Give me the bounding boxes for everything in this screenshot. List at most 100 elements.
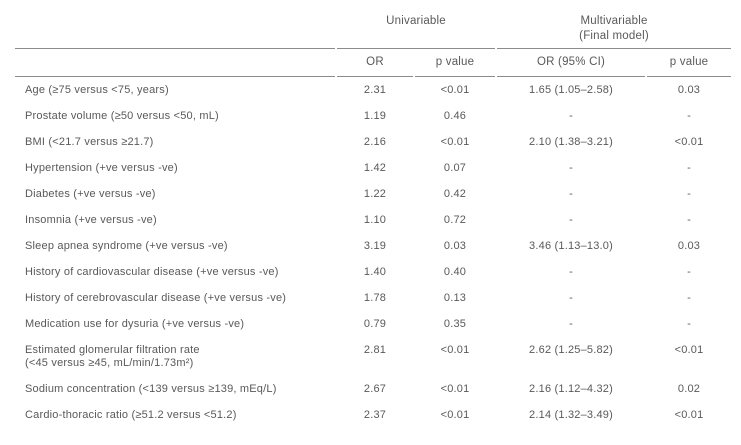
row-label: Sodium concentration (<139 versus ≥139, … xyxy=(15,376,335,402)
univariable-or-value: 1.10 xyxy=(363,213,387,226)
multivariable-pvalue: 0.03 xyxy=(677,83,701,96)
multivariable-pvalue: 0.02 xyxy=(677,382,701,395)
or-ci-column-header: OR (95% CI) xyxy=(497,49,646,77)
row-label-line1: Age (≥75 versus <75, years) xyxy=(25,83,169,96)
table-row: Age (≥75 versus <75, years) 2.31 <0.01 1.65… xyxy=(15,77,731,103)
univariable-pvalue: 0.35 xyxy=(443,317,467,330)
row-label: Sleep apnea syndrome (+ve versus -ve) xyxy=(15,233,335,259)
row-label-line1: Sodium concentration (<139 versus ≥139, … xyxy=(25,382,277,395)
multivariable-label: Multivariable xyxy=(580,15,648,27)
table-row: BMI (<21.7 versus ≥21.7) 2.16 <0.01 2.10 (1… xyxy=(15,129,731,155)
univariable-or-value: 2.31 xyxy=(363,83,387,96)
row-label: Age (≥75 versus <75, years) xyxy=(15,77,335,103)
row-label: Medication use for dysuria (+ve versus -… xyxy=(15,311,335,337)
regression-table-container: Univariable Multivariable (Final model) … xyxy=(13,8,733,428)
table-row: History of cerebrovascular disease (+ve … xyxy=(15,285,731,311)
row-label-line1: Insomnia (+ve versus -ve) xyxy=(25,213,157,226)
row-label-line2: (<45 versus ≥45, mL/min/1.73m²) xyxy=(25,356,194,369)
multivariable-or-ci-value: - xyxy=(569,291,573,304)
univariable-pvalue: 0.40 xyxy=(443,265,467,278)
multivariable-pvalue: - xyxy=(687,317,691,330)
univariable-pvalue: 0.42 xyxy=(443,187,467,200)
multivariable-or-ci-value: - xyxy=(569,109,573,122)
group-header-multivariable: Multivariable (Final model) xyxy=(497,8,732,49)
table-row: Hypertension (+ve versus -ve) 1.42 0.07 - - xyxy=(15,155,731,181)
univariable-or-value: 0.79 xyxy=(363,317,387,330)
univariable-pvalue: <0.01 xyxy=(440,408,470,421)
row-label-line1: History of cerebrovascular disease (+ve … xyxy=(25,291,287,304)
row-label-line1: Medication use for dysuria (+ve versus -… xyxy=(25,317,245,330)
row-label: Diabetes (+ve versus -ve) xyxy=(15,181,335,207)
multivariable-sublabel: (Final model) xyxy=(579,30,649,42)
table-row: Diabetes (+ve versus -ve) 1.22 0.42 - - xyxy=(15,181,731,207)
univariable-label: Univariable xyxy=(386,15,446,27)
row-label: Insomnia (+ve versus -ve) xyxy=(15,207,335,233)
univariable-pvalue: 0.13 xyxy=(443,291,467,304)
table-row: Medication use for dysuria (+ve versus -… xyxy=(15,311,731,337)
multivariable-or-ci-value: 2.14 (1.32–3.49) xyxy=(529,408,613,421)
row-label-line1: BMI (<21.7 versus ≥21.7) xyxy=(25,135,154,148)
univariable-or-value: 2.16 xyxy=(363,135,387,148)
multivariable-pvalue: - xyxy=(687,213,691,226)
row-label: Prostate volume (≥50 versus <50, mL) xyxy=(15,103,335,129)
row-label-line1: History of cardiovascular disease (+ve v… xyxy=(25,265,279,278)
univariable-or-value: 1.19 xyxy=(363,109,387,122)
univariable-or-value: 2.81 xyxy=(363,343,387,356)
multivariable-or-ci-value: - xyxy=(569,213,573,226)
univariable-or-value: 1.22 xyxy=(363,187,387,200)
multivariable-pvalue: - xyxy=(687,265,691,278)
regression-analysis-table: Univariable Multivariable (Final model) … xyxy=(13,8,733,428)
univariable-pvalue: <0.01 xyxy=(440,135,470,148)
row-label-line1: Cardio-thoracic ratio (≥51.2 versus <51.… xyxy=(25,408,237,421)
row-label: BMI (<21.7 versus ≥21.7) xyxy=(15,129,335,155)
multivariable-pvalue: 0.03 xyxy=(677,239,701,252)
column-header-row: OR p value OR (95% CI) p value xyxy=(15,49,732,77)
row-label-line1: Estimated glomerular filtration rate xyxy=(25,343,200,356)
multivariable-pvalue: - xyxy=(687,109,691,122)
multivariable-or-ci-value: - xyxy=(569,265,573,278)
univariable-or-value: 2.37 xyxy=(363,408,387,421)
pvalue-column-header-univariable: p value xyxy=(415,49,496,77)
corner-cell xyxy=(15,8,335,49)
table-row: Estimated glomerular filtration rate (<45… xyxy=(15,337,731,376)
univariable-pvalue: <0.01 xyxy=(440,382,470,395)
univariable-pvalue: <0.01 xyxy=(440,83,470,96)
table-row: Sodium concentration (<139 versus ≥139, … xyxy=(15,376,731,402)
or-column-header: OR xyxy=(337,49,413,77)
table-row: Sleep apnea syndrome (+ve versus -ve) 3.1… xyxy=(15,233,731,259)
multivariable-pvalue: - xyxy=(687,187,691,200)
univariable-pvalue: 0.46 xyxy=(443,109,467,122)
row-label-line1: Sleep apnea syndrome (+ve versus -ve) xyxy=(25,239,228,252)
table-row: Cardio-thoracic ratio (≥51.2 versus <51.… xyxy=(15,402,731,428)
multivariable-pvalue: <0.01 xyxy=(674,135,704,148)
univariable-or-value: 1.42 xyxy=(363,161,387,174)
row-label: Estimated glomerular filtration rate (<45… xyxy=(15,337,335,376)
univariable-pvalue: 0.07 xyxy=(443,161,467,174)
row-label: Cardio-thoracic ratio (≥51.2 versus <51.… xyxy=(15,402,335,428)
table-row: Insomnia (+ve versus -ve) 1.10 0.72 - - xyxy=(15,207,731,233)
univariable-pvalue: 0.72 xyxy=(443,213,467,226)
multivariable-or-ci-value: - xyxy=(569,187,573,200)
row-label: Hypertension (+ve versus -ve) xyxy=(15,155,335,181)
univariable-pvalue: <0.01 xyxy=(440,343,470,356)
multivariable-or-ci-value: 3.46 (1.13–13.0) xyxy=(529,239,613,252)
variable-column-header xyxy=(15,49,335,77)
univariable-pvalue: 0.03 xyxy=(443,239,467,252)
multivariable-or-ci-value: - xyxy=(569,317,573,330)
univariable-or-value: 3.19 xyxy=(363,239,387,252)
row-label: History of cerebrovascular disease (+ve … xyxy=(15,285,335,311)
row-label-line1: Prostate volume (≥50 versus <50, mL) xyxy=(25,109,219,122)
multivariable-pvalue: <0.01 xyxy=(674,343,704,356)
row-label-line1: Hypertension (+ve versus -ve) xyxy=(25,161,178,174)
row-label: History of cardiovascular disease (+ve v… xyxy=(15,259,335,285)
univariable-or-value: 1.78 xyxy=(363,291,387,304)
row-label-line1: Diabetes (+ve versus -ve) xyxy=(25,187,156,200)
multivariable-or-ci-value: 2.62 (1.25–5.82) xyxy=(529,343,613,356)
univariable-or-value: 2.67 xyxy=(363,382,387,395)
table-body: Age (≥75 versus <75, years) 2.31 <0.01 1.65… xyxy=(15,77,731,428)
group-header-row: Univariable Multivariable (Final model) xyxy=(15,8,732,49)
univariable-or-value: 1.40 xyxy=(363,265,387,278)
multivariable-pvalue: - xyxy=(687,291,691,304)
multivariable-or-ci-value: - xyxy=(569,161,573,174)
table-row: History of cardiovascular disease (+ve v… xyxy=(15,259,731,285)
